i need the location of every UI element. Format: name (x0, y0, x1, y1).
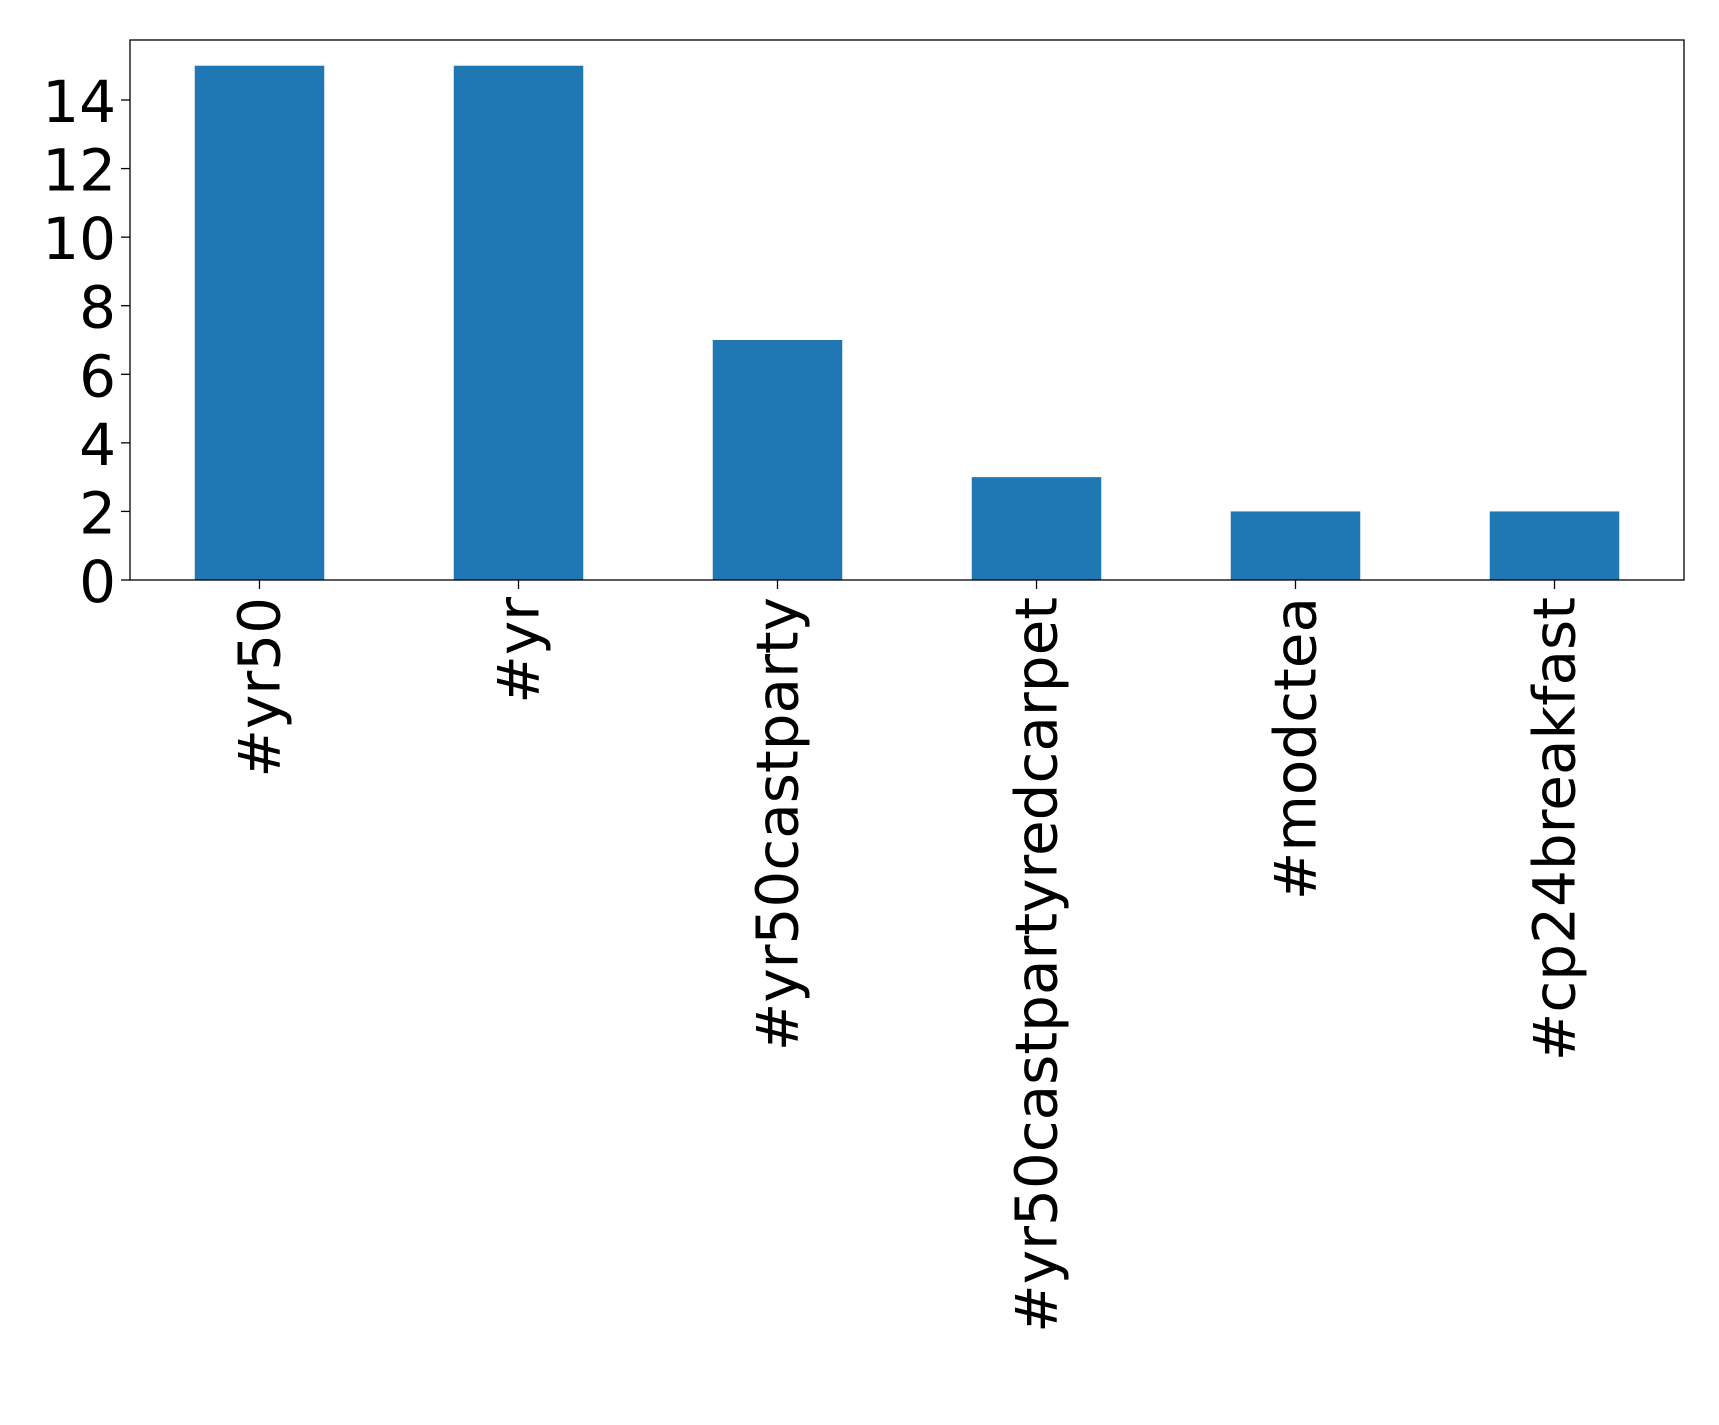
y-tick-label: 14 (42, 68, 116, 136)
x-axis: #yr50 #yr #yr50castparty #yr50castpartyredc… (226, 580, 1589, 1333)
y-tick-label: 2 (79, 479, 116, 547)
x-tick-label: #yr50castpartyredcarpet (1003, 597, 1071, 1333)
y-tick-label: 6 (79, 342, 116, 410)
x-tick-label: #yr50 (226, 597, 294, 778)
y-tick-label: 8 (79, 274, 116, 342)
y-tick-label: 10 (42, 205, 116, 273)
x-tick-label: #cp24breakfast (1521, 597, 1589, 1061)
bar-3 (971, 477, 1102, 580)
bar-0 (194, 65, 325, 580)
y-tick-label: 4 (79, 411, 116, 479)
y-tick-label: 0 (79, 548, 116, 616)
plot-frame (129, 39, 1685, 581)
x-tick-label: #yr50castparty (744, 597, 812, 1051)
bars-layer (194, 65, 1620, 580)
bar-5 (1489, 511, 1620, 580)
bar-4 (1230, 511, 1361, 580)
bar-2 (712, 340, 843, 580)
y-tick-label: 12 (42, 137, 116, 205)
x-tick-label: #modctea (1262, 597, 1330, 900)
x-tick-label: #yr (485, 597, 553, 704)
bar-1 (453, 65, 584, 580)
